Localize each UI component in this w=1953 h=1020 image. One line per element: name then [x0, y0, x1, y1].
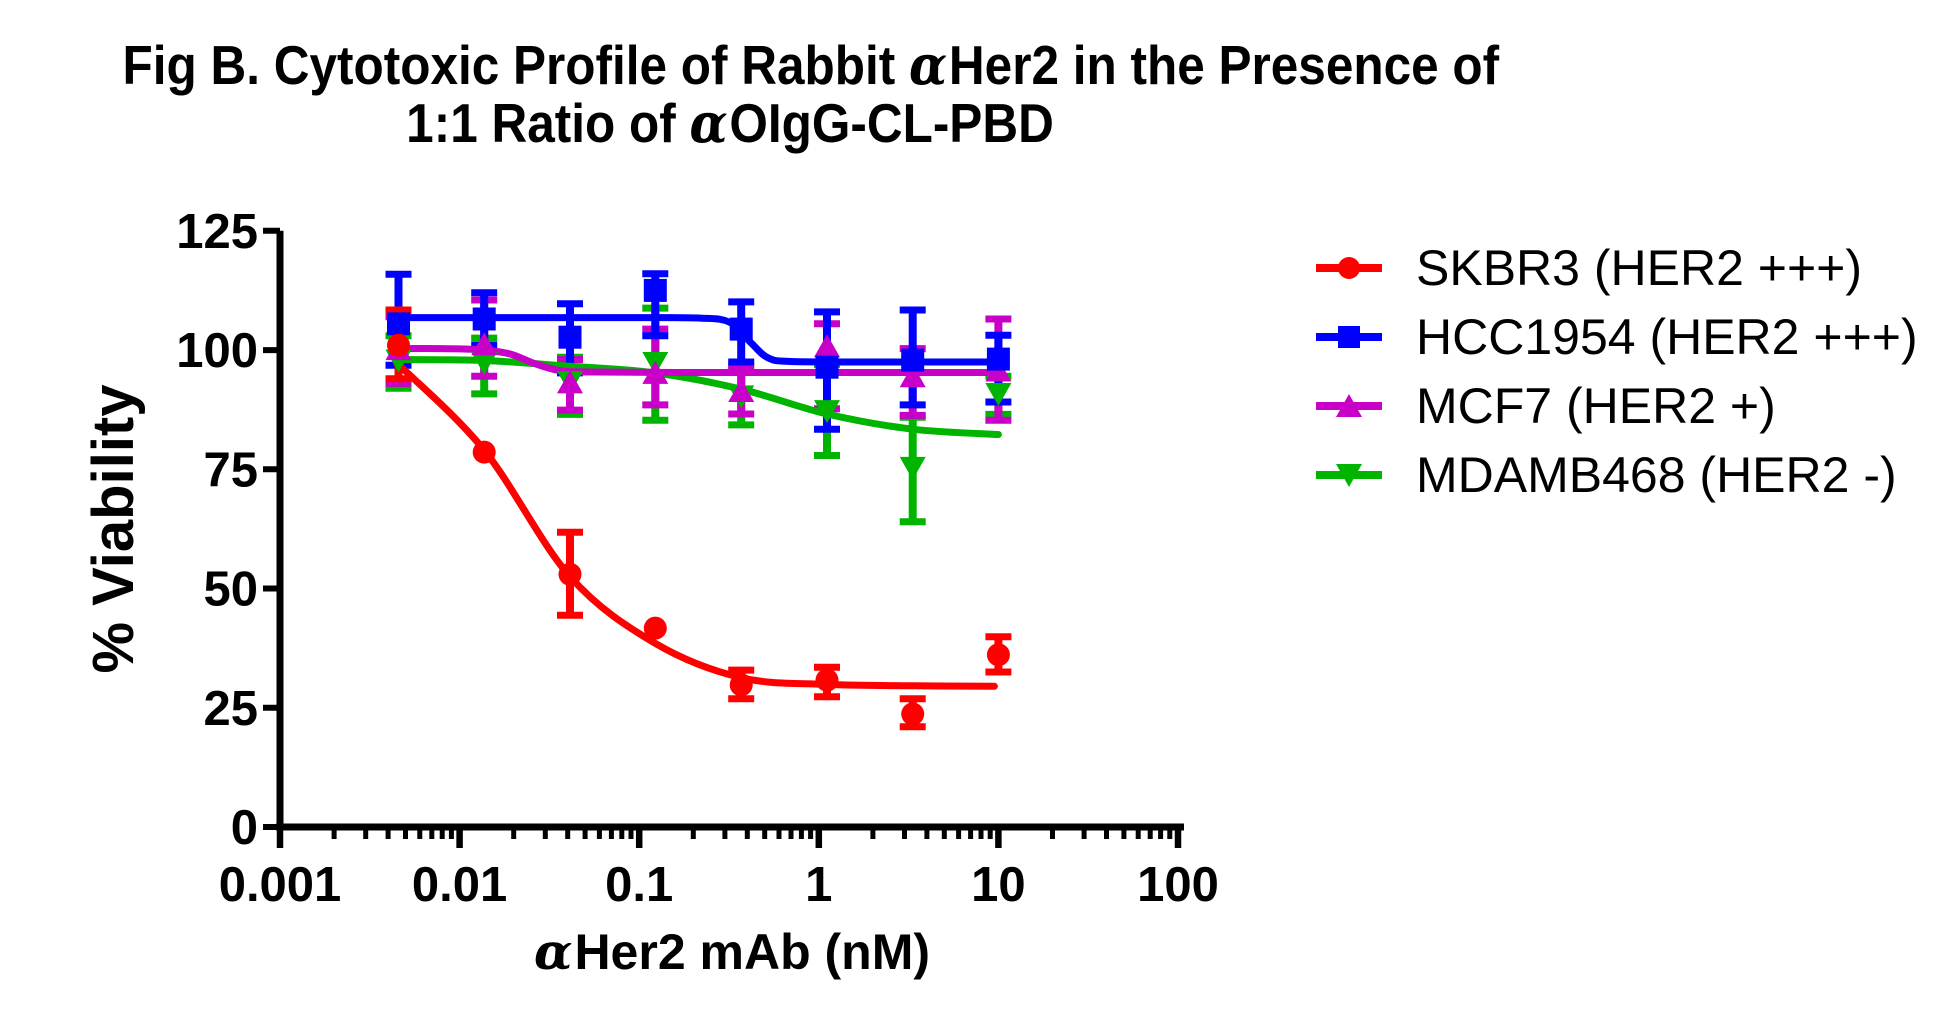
data-point: [387, 333, 410, 357]
y-tick-label: 25: [203, 682, 258, 736]
x-axis-ticks: 0.001 0.01 0.1 1 10 100: [219, 825, 1219, 912]
legend-item-mdamb468: MDAMB468 (HER2 -): [1314, 440, 1918, 509]
data-point: [814, 334, 840, 358]
x-axis-title: αHer2 mAb (nM): [533, 922, 931, 981]
data-point: [387, 312, 410, 336]
alpha-symbol: α: [533, 922, 573, 981]
data-point: [558, 562, 582, 586]
legend-marker-triangle-down-icon: [1316, 463, 1382, 487]
y-tick-label: 75: [203, 443, 258, 497]
x-tick-label: 1: [805, 858, 832, 912]
y-tick-label: 125: [176, 205, 258, 259]
data-point: [899, 456, 926, 480]
alpha-symbol: α: [909, 32, 948, 97]
x-tick-label: 0.1: [605, 858, 673, 912]
legend-item-hcc1954: HCC1954 (HER2 +++): [1314, 302, 1918, 371]
data-point: [729, 317, 753, 341]
data-point: [471, 352, 498, 375]
data-point: [901, 702, 925, 726]
data-point: [899, 364, 926, 388]
legend-label: MCF7 (HER2 +): [1416, 377, 1776, 434]
x-tick-label: 0.001: [219, 858, 342, 912]
data-point: [986, 643, 1010, 667]
legend-item-skbr3: SKBR3 (HER2 +++): [1314, 233, 1918, 302]
data-point: [815, 355, 839, 379]
y-axis-ticks: 0 25 50 75 100 125: [176, 205, 280, 855]
data-point: [643, 278, 667, 302]
y-tick-label: 100: [176, 324, 258, 378]
legend-marker-circle-icon: [1316, 256, 1382, 279]
data-point: [472, 440, 496, 464]
chart-title-line1: Fig B. Cytotoxic Profile of Rabbit αHer2…: [122, 32, 1500, 97]
markers-hcc1954: [387, 278, 1010, 379]
legend-marker-square-icon: [1316, 325, 1382, 348]
legend-item-mcf7: MCF7 (HER2 +): [1314, 371, 1918, 440]
x-tick-label: 0.01: [412, 858, 507, 912]
fit-curve-mdamb468: [395, 356, 1002, 438]
legend-label: HCC1954 (HER2 +++): [1416, 308, 1918, 365]
axes: [276, 230, 1184, 831]
data-point: [642, 360, 669, 384]
alpha-symbol: α: [689, 90, 728, 155]
data-point: [558, 325, 582, 349]
legend: SKBR3 (HER2 +++) HCC1954 (HER2 +++) MCF7…: [1314, 233, 1918, 509]
x-tick-label: 10: [971, 858, 1026, 912]
markers-skbr3: [387, 333, 1010, 726]
data-point: [643, 616, 667, 640]
data-point: [557, 370, 583, 394]
data-point: [986, 347, 1010, 371]
data-point: [814, 400, 840, 424]
legend-marker-triangle-up-icon: [1316, 393, 1382, 417]
legend-label: MDAMB468 (HER2 -): [1416, 446, 1897, 503]
y-tick-label: 50: [203, 563, 258, 617]
data-point: [472, 307, 496, 331]
chart-title-line2: 1:1 Ratio of αOIgG-CL-PBD: [406, 90, 1054, 155]
chart-title: Fig B. Cytotoxic Profile of Rabbit αHer2…: [122, 32, 1500, 155]
data-point: [985, 383, 1012, 406]
y-tick-label: 0: [231, 801, 258, 855]
data-point: [471, 332, 498, 356]
data-point: [729, 673, 753, 697]
x-tick-label: 100: [1137, 858, 1219, 912]
data-point: [901, 348, 925, 372]
data-point: [815, 668, 839, 692]
data-point: [728, 379, 755, 402]
legend-label: SKBR3 (HER2 +++): [1416, 239, 1863, 296]
